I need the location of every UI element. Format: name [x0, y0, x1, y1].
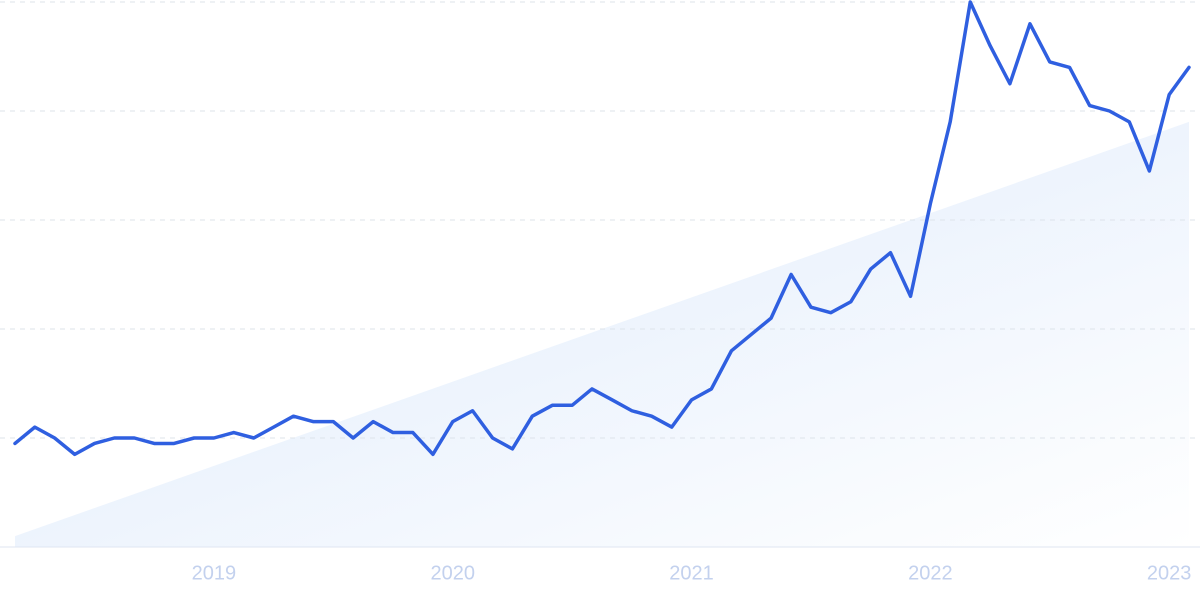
- trend-area: [15, 121, 1189, 548]
- x-tick-label: 2021: [669, 562, 714, 584]
- x-tick-label: 2019: [192, 562, 237, 584]
- x-tick-label: 2020: [430, 562, 475, 584]
- x-tick-label: 2022: [908, 562, 953, 584]
- trend-line: [13, 0, 1191, 457]
- x-tick-label: 2023: [1147, 562, 1192, 584]
